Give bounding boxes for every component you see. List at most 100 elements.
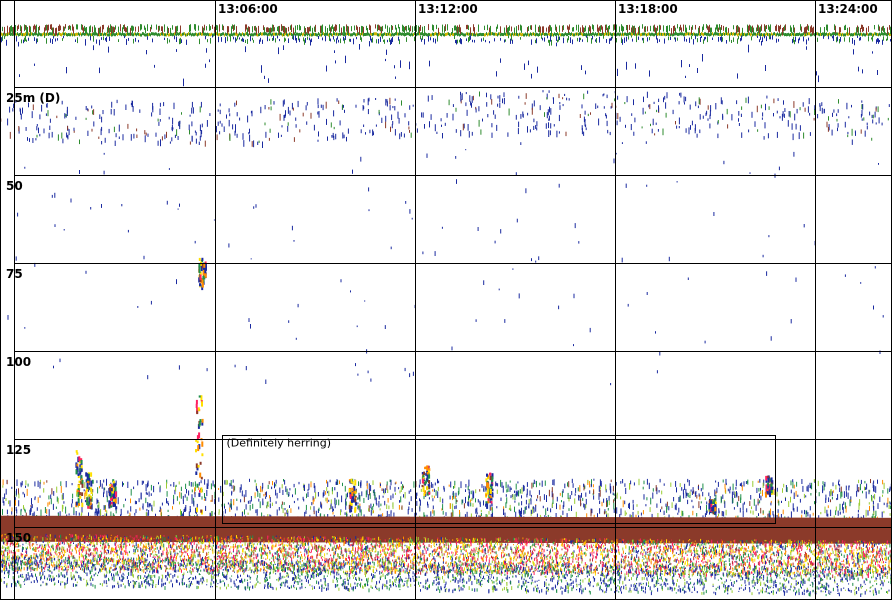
echo-sample <box>579 32 580 36</box>
echo-sample <box>871 114 873 119</box>
echo-sample <box>478 119 480 127</box>
echo-sample <box>494 32 495 36</box>
echo-sample <box>269 38 270 41</box>
echo-sample <box>873 505 874 510</box>
echo-sample <box>262 498 264 506</box>
echo-sample <box>261 487 263 492</box>
echo-sample <box>352 169 353 174</box>
echo-sample <box>265 516 266 543</box>
echo-sample <box>721 100 723 105</box>
echo-sample <box>738 123 740 126</box>
echo-sample <box>606 514 607 518</box>
echo-sample <box>204 516 205 543</box>
echo-sample <box>14 497 16 502</box>
echo-sample <box>675 503 677 511</box>
echo-sample <box>192 107 194 114</box>
echo-sample <box>844 37 845 42</box>
echo-sample <box>90 480 93 487</box>
echo-sample <box>333 508 334 511</box>
echo-sample <box>699 32 700 36</box>
echo-sample <box>205 496 207 501</box>
echo-sample <box>363 33 364 37</box>
echo-sample <box>499 516 500 543</box>
echo-sample <box>720 37 721 41</box>
echo-sample <box>93 32 94 36</box>
echo-sample <box>130 516 131 542</box>
echo-sample <box>442 498 444 504</box>
echo-sample <box>39 515 40 542</box>
echo-sample <box>242 516 243 543</box>
echo-sample <box>364 300 366 302</box>
echo-sample <box>434 251 436 256</box>
echo-sample <box>103 479 105 483</box>
echo-sample <box>369 493 371 499</box>
echo-sample <box>114 491 117 498</box>
echo-sample <box>21 26 22 34</box>
echo-sample <box>349 38 350 42</box>
echo-sample <box>770 24 771 33</box>
echo-sample <box>36 124 38 127</box>
echo-sample <box>351 491 354 497</box>
echo-sample <box>777 513 779 519</box>
echo-sample <box>243 496 245 503</box>
echo-sample <box>69 25 70 30</box>
echo-sample <box>351 496 354 500</box>
echo-sample <box>759 493 760 499</box>
echo-sample <box>83 515 84 542</box>
echo-sample <box>761 33 762 36</box>
echo-sample <box>811 33 812 37</box>
echo-sample <box>840 486 842 493</box>
echo-sample <box>156 24 157 30</box>
echo-sample <box>290 508 292 513</box>
echo-sample <box>32 32 33 36</box>
echo-sample <box>147 133 149 137</box>
echo-sample <box>676 125 678 129</box>
echo-sample <box>236 516 237 543</box>
echo-sample <box>742 27 743 35</box>
echo-sample <box>579 485 581 492</box>
echo-sample <box>687 32 688 36</box>
echo-sample <box>154 32 155 36</box>
echo-sample <box>516 32 517 36</box>
echo-sample <box>29 515 30 542</box>
echo-sample <box>339 24 340 32</box>
echo-sample <box>653 101 655 104</box>
echo-sample <box>199 283 201 287</box>
echo-sample <box>110 505 113 508</box>
echo-sample <box>370 503 372 509</box>
echo-sample <box>201 123 203 128</box>
echo-sample <box>692 487 694 493</box>
echo-sample <box>569 32 570 36</box>
echo-sample <box>173 482 175 487</box>
echo-sample <box>479 516 480 543</box>
echo-sample <box>94 25 95 33</box>
echo-sample <box>429 516 430 543</box>
echo-sample <box>188 516 189 543</box>
echo-sample <box>262 482 264 489</box>
echo-sample <box>189 24 190 33</box>
echo-sample <box>132 106 134 112</box>
echo-sample <box>485 516 486 543</box>
echo-sample <box>39 25 40 31</box>
echo-sample <box>728 28 729 33</box>
echo-sample <box>236 100 237 106</box>
echo-sample <box>432 489 434 492</box>
echo-sample <box>767 133 769 139</box>
echo-sample <box>298 33 299 37</box>
echo-sample <box>122 134 124 141</box>
echo-sample <box>617 113 619 120</box>
echo-sample <box>66 515 67 542</box>
echo-sample <box>503 508 505 515</box>
echo-sample <box>603 32 604 36</box>
echo-sample <box>46 32 47 36</box>
echo-sample <box>818 492 820 497</box>
echo-sample <box>306 493 307 499</box>
echo-sample <box>59 32 60 36</box>
echo-sample <box>755 504 757 511</box>
echo-sample <box>625 32 626 36</box>
echo-sample <box>299 38 300 43</box>
echo-sample <box>827 513 829 517</box>
echo-sample <box>570 33 571 36</box>
echo-sample <box>450 33 451 37</box>
echo-sample <box>387 32 388 36</box>
